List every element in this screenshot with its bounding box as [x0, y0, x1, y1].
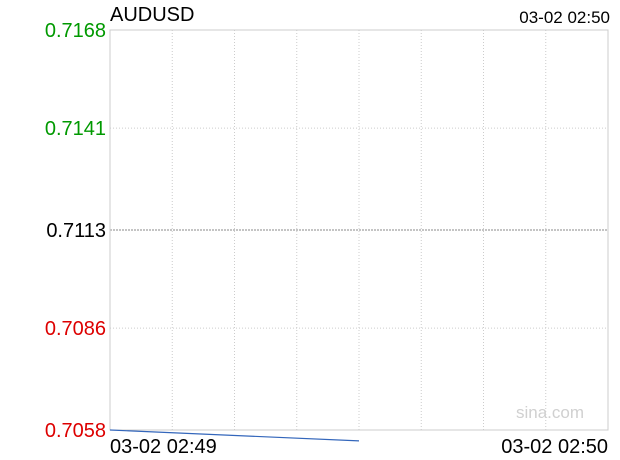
x-tick-label: 03-02 02:49	[110, 436, 217, 458]
y-tick-label: 0.7058	[45, 420, 106, 442]
y-tick-label: 0.7113	[46, 220, 106, 242]
grid-lines	[110, 29, 608, 431]
x-tick-label: 03-02 02:50	[501, 436, 608, 458]
x-axis-labels: 03-02 02:49 03-02 02:50	[110, 436, 608, 458]
price-line	[109, 429, 360, 442]
chart-title: AUDUSD	[110, 4, 195, 26]
plot-border	[109, 29, 609, 431]
watermark-text: sina.com	[516, 403, 584, 422]
y-tick-label: 0.7086	[45, 318, 106, 340]
y-axis-labels: 0.7168 0.7141 0.7113 0.7086 0.7058	[45, 20, 106, 442]
y-tick-label: 0.7141	[45, 118, 106, 140]
y-tick-label: 0.7168	[45, 20, 106, 42]
plot-frame	[109, 29, 609, 431]
timestamp: 03-02 02:50	[519, 8, 610, 27]
series-layer	[109, 429, 360, 442]
